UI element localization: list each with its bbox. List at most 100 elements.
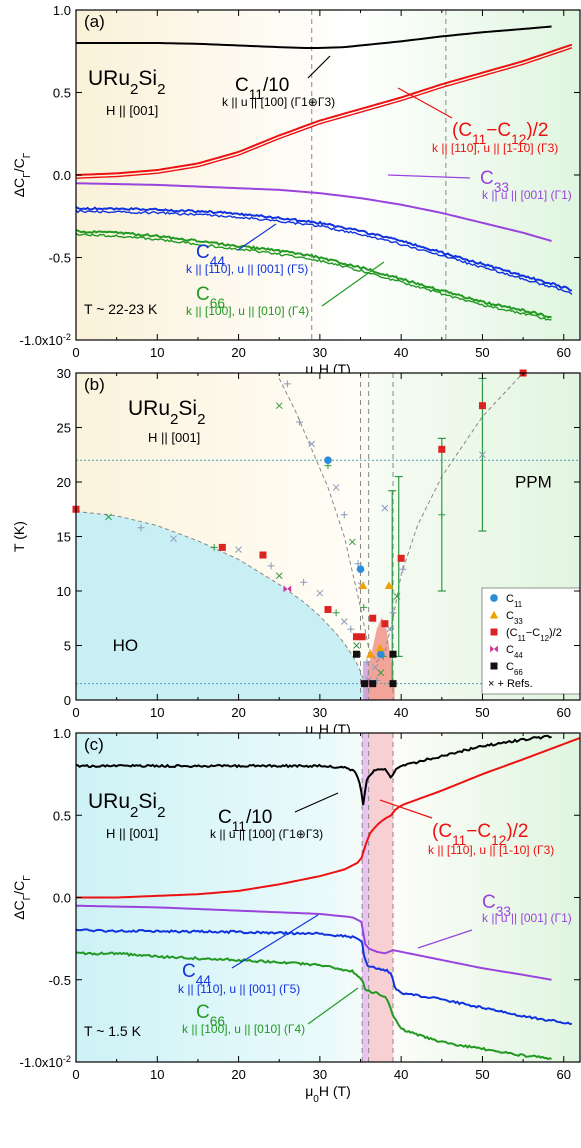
- series-sublabel-c66: k || [100], u || [010] (Γ4): [182, 1022, 305, 1036]
- series-label-c33-part-1: 33: [496, 904, 511, 919]
- x-axis-label-part-0: μ: [305, 1083, 313, 1099]
- ref-point: [332, 609, 340, 617]
- y-tick-label: 20: [57, 475, 71, 490]
- label-leader-c11: [294, 792, 339, 813]
- y-axis-label-part-1: Γ: [22, 172, 33, 178]
- y-tick-label: 1.0: [53, 3, 71, 18]
- x-tick-label: 60: [557, 1067, 571, 1082]
- legend-box: [481, 587, 581, 695]
- y-tick-label: -0.5: [49, 973, 71, 988]
- ref-point: [170, 535, 177, 543]
- high-field-pocket: [364, 617, 395, 700]
- material-label-part-2: Si: [138, 790, 157, 813]
- point-c11_c12: [478, 402, 486, 410]
- point-c11_c12: [218, 543, 226, 551]
- ref-point: [316, 589, 324, 597]
- x-axis-label-part-0: μ: [305, 361, 313, 377]
- ref-point: [296, 418, 304, 426]
- field-band: [362, 733, 369, 1062]
- field-direction-label: H || [001]: [106, 826, 158, 841]
- series-label-c11: C11/10: [235, 75, 289, 102]
- x-axis-label-part-1: 0: [313, 1094, 319, 1105]
- ref-point: [137, 524, 145, 532]
- y-axis-label-part-1: Γ: [22, 894, 33, 900]
- x-tick-label: 10: [150, 705, 164, 720]
- plot-background: [76, 733, 580, 1062]
- series-label-c11_c12-part-1: 11: [472, 132, 486, 147]
- series-label-c33: C33: [480, 168, 509, 195]
- material-label: URu2Si2: [88, 790, 166, 821]
- ref-point: [363, 658, 371, 666]
- ref-point: [438, 511, 446, 519]
- y-axis-label-part-2: /C: [11, 158, 27, 172]
- y-tick-label-exp: -2: [63, 1054, 71, 1064]
- ref-point: [354, 560, 362, 568]
- y-tick-label: 25: [57, 421, 71, 436]
- x-tick-label: 10: [150, 345, 164, 360]
- legend-entry-c11_c12-part-3: 12: [540, 634, 549, 643]
- series-sublabel-c11: k || u || [100] (Γ1⊕Γ3): [210, 827, 323, 841]
- x-tick-label: 30: [313, 1067, 327, 1082]
- point-c11: [324, 456, 332, 465]
- y-tick-label: 1.0: [53, 726, 71, 741]
- point-c11: [356, 565, 365, 574]
- series-label-c11_c12-part-4: )/2: [506, 821, 528, 842]
- region-label-ppm: PPM: [515, 472, 552, 491]
- series-c33: [75, 182, 552, 242]
- x-tick-label: 10: [150, 1067, 164, 1082]
- y-axis-label-part-3: Γ: [22, 152, 33, 158]
- ref-point: [308, 440, 316, 448]
- label-leader-c11: [307, 55, 331, 79]
- y-axis-label-part-0: ΔC: [11, 900, 27, 919]
- series-label-c11-part-1: 11: [249, 87, 263, 102]
- label-leader-c33: [417, 929, 473, 949]
- label-leader-c66: [321, 261, 385, 307]
- material-label-part-0: URu: [88, 790, 130, 813]
- material-label-part-3: 2: [197, 411, 205, 428]
- material-label-part-0: URu: [88, 67, 130, 90]
- point-c66: [490, 662, 498, 670]
- ref-point: [360, 603, 368, 611]
- material-label-part-2: Si: [138, 67, 157, 90]
- panel-label: (b): [84, 375, 105, 394]
- ref-point: [267, 562, 275, 570]
- ref-point: [399, 565, 407, 573]
- label-leader-c44: [237, 223, 277, 251]
- series-label-c11_c12-part-4: )/2: [526, 120, 548, 141]
- ref-point: [275, 572, 283, 580]
- legend-entry-c11_c12: (C11−C12)/2: [506, 627, 562, 643]
- ref-point: [349, 538, 356, 546]
- y-tick-label: 30: [57, 366, 71, 381]
- y-axis-label-part-2: /C: [11, 881, 27, 895]
- series-sublabel-c44: k || [110], u || [001] (Γ5): [178, 982, 300, 996]
- series-label-c44-part-1: 44: [210, 254, 226, 269]
- ref-point: [353, 642, 360, 649]
- series-label-c11_c12-part-1: 11: [452, 833, 466, 848]
- point-c44: [490, 645, 498, 653]
- material-label-part-3: 2: [157, 81, 165, 98]
- series-sublabel-c11: k || u || [100] (Γ1⊕Γ3): [222, 95, 335, 109]
- series-c11_c12-return: [75, 47, 573, 179]
- series-label-c33: C33: [482, 892, 511, 919]
- point-c11_c12: [490, 628, 498, 636]
- series-sublabel-c11_c12: k || [110], u || [1-10] (Γ3): [432, 141, 558, 155]
- legend-entry-c44-part-1: 44: [514, 651, 523, 660]
- material-label: URu2Si2: [88, 67, 166, 98]
- ho-boundary: [75, 510, 366, 684]
- point-c11: [376, 650, 385, 659]
- series-label-c33-part-0: C: [482, 892, 496, 913]
- x-tick-label: 40: [394, 705, 408, 720]
- material-label-part-1: 2: [130, 81, 138, 98]
- point-c66: [352, 650, 360, 658]
- point-c33: [366, 650, 375, 658]
- series-label-c11_c12: (C11−C12)/2: [452, 120, 549, 147]
- point-c33: [384, 581, 394, 590]
- panel-c: C11/10k || u || [100] (Γ1⊕Γ3) (C11−C12)/2…: [11, 726, 581, 1105]
- series-label-c11_c12-part-3: 12: [491, 833, 506, 848]
- series-c44: [75, 206, 572, 292]
- label-leader-c11_c12: [379, 799, 433, 819]
- ppm-boundary: [278, 372, 524, 663]
- series-c11: [75, 734, 552, 806]
- series-label-c11-part-2: /10: [246, 807, 272, 828]
